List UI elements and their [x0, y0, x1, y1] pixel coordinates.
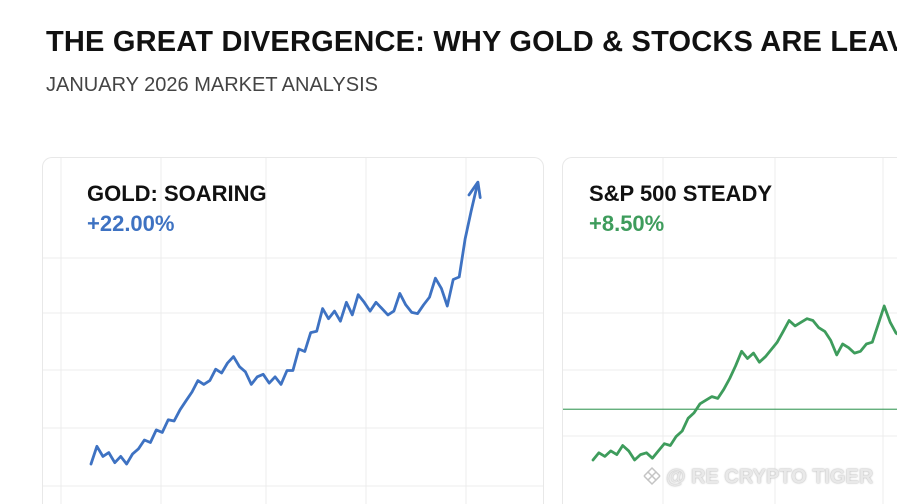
- sp500-change-label: +8.50%: [589, 211, 664, 237]
- sp500-chart-panel: S&P 500 STEADY +8.50%: [562, 157, 897, 504]
- watermark-text: @ RE CRYPTO TIGER: [666, 466, 873, 488]
- gold-chart-title: GOLD: SOARING: [87, 181, 267, 207]
- gold-change-label: +22.00%: [87, 211, 174, 237]
- gold-chart-panel: GOLD: SOARING +22.00%: [42, 157, 544, 504]
- sp500-chart: [563, 158, 897, 504]
- page-title: THE GREAT DIVERGENCE: WHY GOLD & STOCKS …: [46, 26, 897, 59]
- gold-chart: [43, 158, 543, 504]
- series-line: [593, 306, 897, 460]
- page-subtitle: JANUARY 2026 MARKET ANALYSIS: [46, 74, 378, 97]
- watermark-logo-icon: [642, 466, 662, 486]
- watermark: @ RE CRYPTO TIGER: [642, 466, 873, 489]
- sp500-chart-title: S&P 500 STEADY: [589, 181, 772, 207]
